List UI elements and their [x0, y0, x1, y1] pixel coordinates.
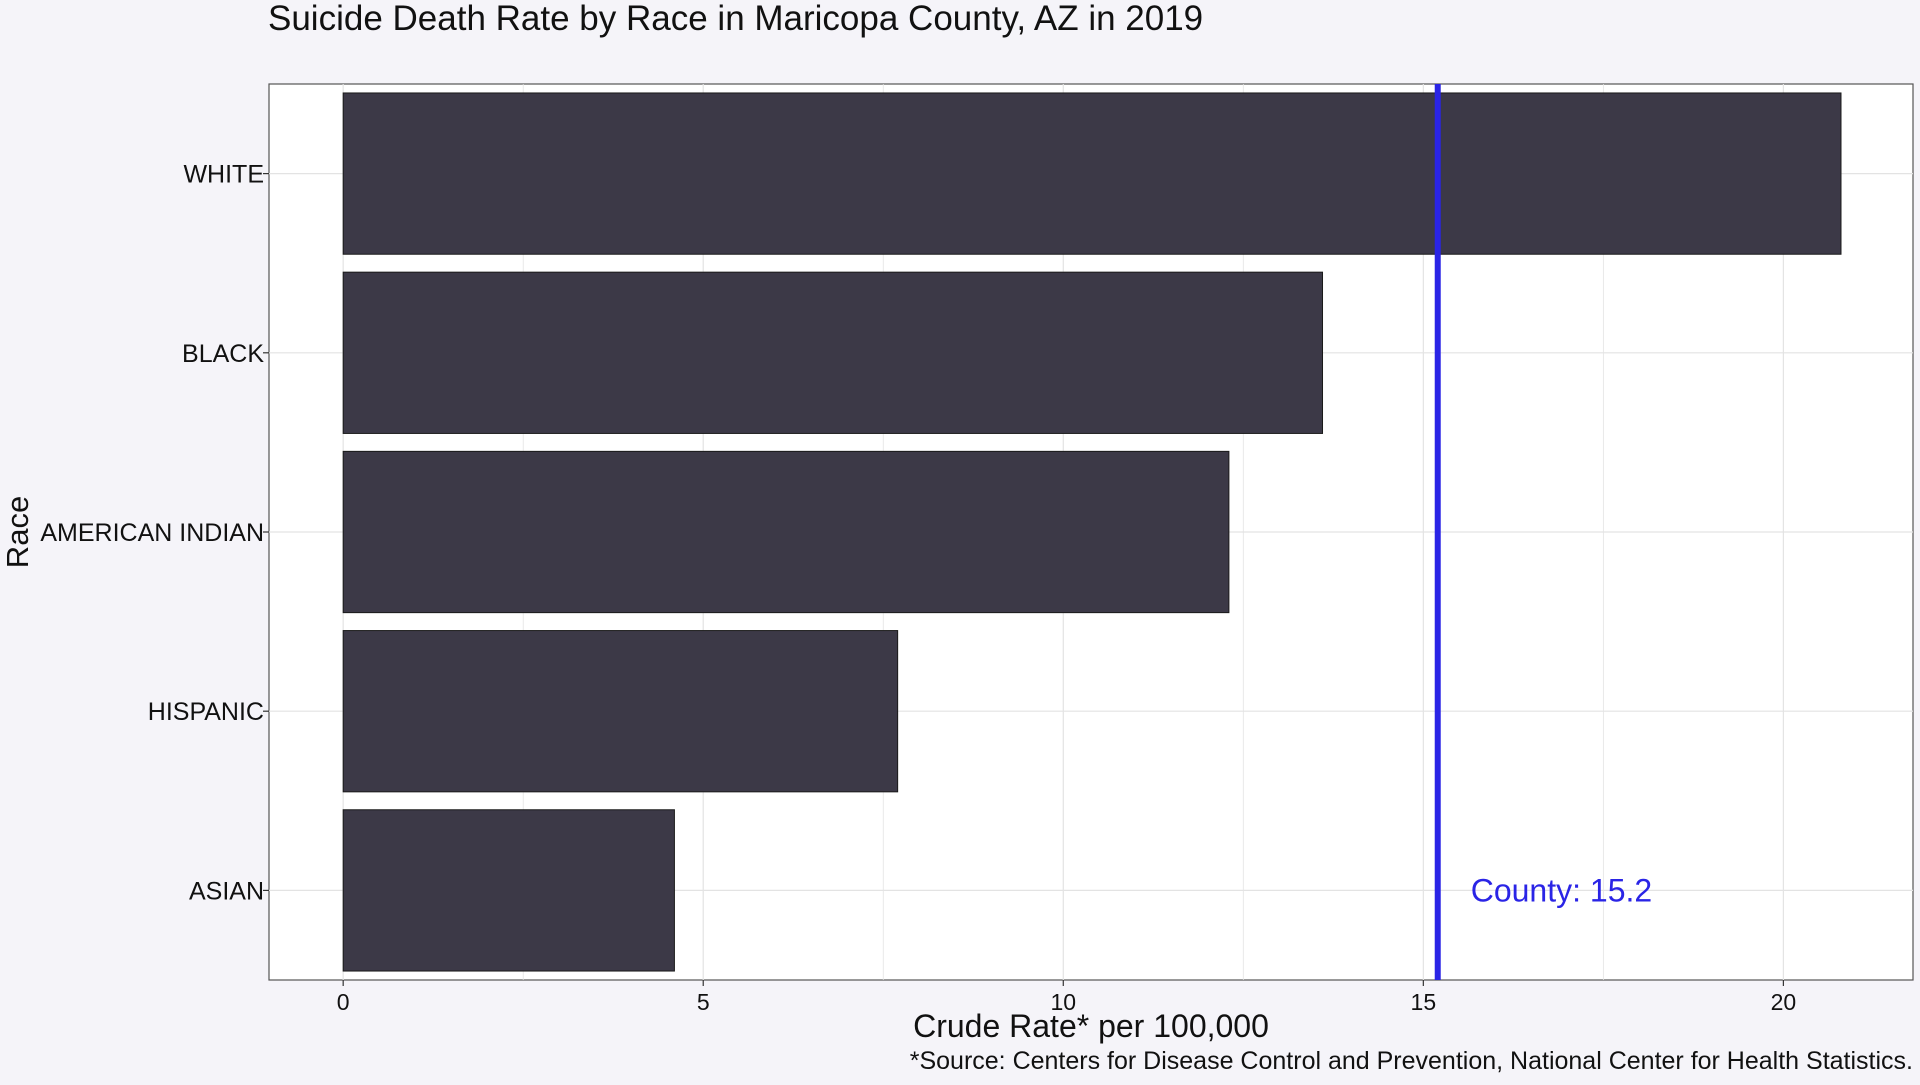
axis-layer: WHITE BLACK AMERICAN INDIAN HISPANIC ASIAN 0 5… — [40, 161, 1796, 1015]
x-tick-label: 20 — [1771, 989, 1797, 1015]
bar-layer — [342, 92, 1842, 972]
x-axis-title: Crude Rate* per 100,000 — [913, 1008, 1269, 1044]
y-tick-label: BLACK — [182, 340, 264, 368]
bar-asian — [342, 809, 675, 972]
y-tick-label: AMERICAN INDIAN — [40, 519, 264, 547]
y-tick-label: HISPANIC — [148, 698, 264, 726]
bar-american-indian — [342, 450, 1230, 614]
bar-white — [342, 92, 1842, 255]
x-tick-label: 0 — [337, 989, 350, 1015]
bar-black — [342, 271, 1324, 434]
reference-layer: County: 15.2 — [1434, 84, 1652, 980]
x-tick-label: 15 — [1411, 989, 1437, 1015]
y-axis-title: Race — [0, 496, 35, 568]
x-tick-label: 10 — [1050, 989, 1076, 1015]
bar-hispanic — [342, 630, 899, 793]
source-caption: *Source: Centers for Disease Control and… — [910, 1047, 1913, 1075]
y-tick-label: ASIAN — [189, 877, 264, 905]
x-tick-label: 5 — [697, 989, 710, 1015]
y-tick-label: WHITE — [183, 161, 264, 189]
county-reference-label: County: 15.2 — [1471, 872, 1652, 908]
chart-title: Suicide Death Rate by Race in Maricopa C… — [268, 0, 1203, 38]
